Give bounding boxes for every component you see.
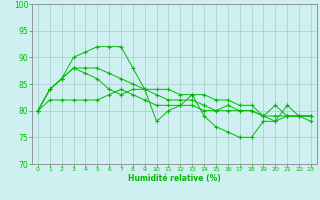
- X-axis label: Humidité relative (%): Humidité relative (%): [128, 174, 221, 183]
